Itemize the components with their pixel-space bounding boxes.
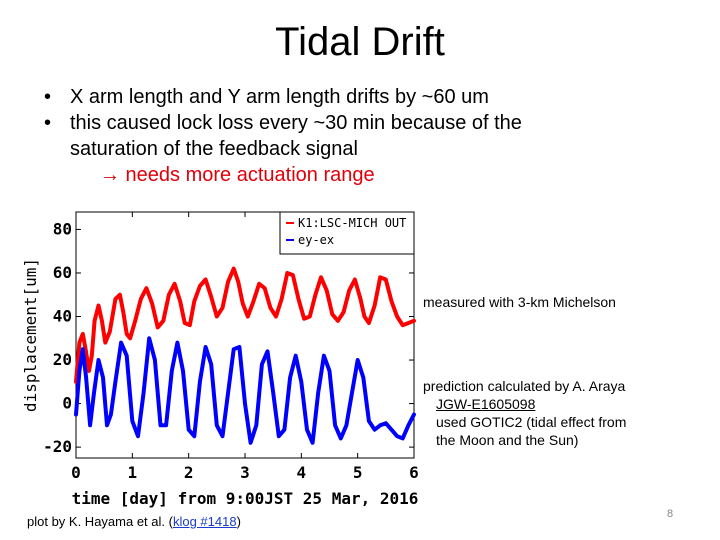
bullet-item: • this caused lock loss every ~30 min be…	[44, 110, 684, 136]
series-line-prediction	[74, 336, 416, 445]
legend-label: K1:LSC-MICH OUT	[298, 216, 406, 230]
y-axis-label: displacement[um]	[21, 258, 40, 412]
bullet-text: this caused lock loss every ~30 min beca…	[70, 112, 522, 134]
y-tick-label: 0	[62, 394, 72, 413]
bullet-item: • X arm length and Y arm length drifts b…	[44, 84, 684, 110]
bullet-continuation: saturation of the feedback signal	[70, 138, 358, 160]
y-tick-label: -20	[43, 437, 72, 456]
conclusion-line: → needs more actuation range	[100, 164, 375, 186]
y-tick-label: 60	[53, 263, 72, 282]
legend-box	[279, 211, 415, 255]
measured-note: measured with 3-km Michelson	[423, 294, 616, 310]
klog-link[interactable]: klog #1418	[172, 514, 237, 529]
series-line-measured	[74, 266, 416, 384]
footer-suffix: )	[236, 514, 241, 529]
x-axis-label: time [day] from 9:00JST 25 Mar, 2016	[72, 489, 419, 508]
footer-prefix: plot by K. Hayama et al. (	[27, 514, 173, 529]
prediction-note: prediction calculated by A. Araya JGW-E1…	[423, 377, 693, 449]
y-tick-label: 20	[53, 350, 72, 369]
y-tick-label: 40	[53, 306, 72, 325]
displacement-chart: 0 1 2 3 4 5 6 -20 0 20 40 60 80 K1:LSC-MICH OUT ey-ex t…	[21, 211, 419, 508]
bullet-marker: •	[44, 112, 52, 134]
x-tick-label: 4	[297, 463, 307, 482]
prediction-line: the Moon and the Sun)	[436, 432, 579, 448]
chart-layer: 0 1 2 3 4 5 6 -20 0 20 40 60 80 K1:LSC-MICH OUT ey-ex t…	[21, 211, 419, 508]
x-tick-label: 1	[128, 463, 138, 482]
bullet-list: • X arm length and Y arm length drifts b…	[44, 84, 684, 188]
bullet-marker: •	[44, 86, 52, 108]
y-tick-label: 80	[53, 219, 72, 238]
prediction-line: used GOTIC2 (tidal effect from	[436, 414, 627, 430]
legend-label: ey-ex	[298, 233, 334, 247]
prediction-line: prediction calculated by A. Araya	[423, 378, 626, 394]
x-tick-label: 2	[184, 463, 194, 482]
bullet-text: X arm length and Y arm length drifts by …	[70, 86, 489, 108]
prediction-doc-link[interactable]: JGW-E1605098	[436, 396, 536, 412]
page-number: 8	[667, 508, 674, 520]
x-tick-label: 0	[71, 463, 81, 482]
x-tick-label: 5	[353, 463, 363, 482]
footer-credit: plot by K. Hayama et al. (klog #1418)	[27, 514, 241, 530]
x-tick-label: 6	[409, 463, 419, 482]
slide-title: Tidal Drift	[275, 20, 445, 64]
x-tick-label: 3	[240, 463, 250, 482]
